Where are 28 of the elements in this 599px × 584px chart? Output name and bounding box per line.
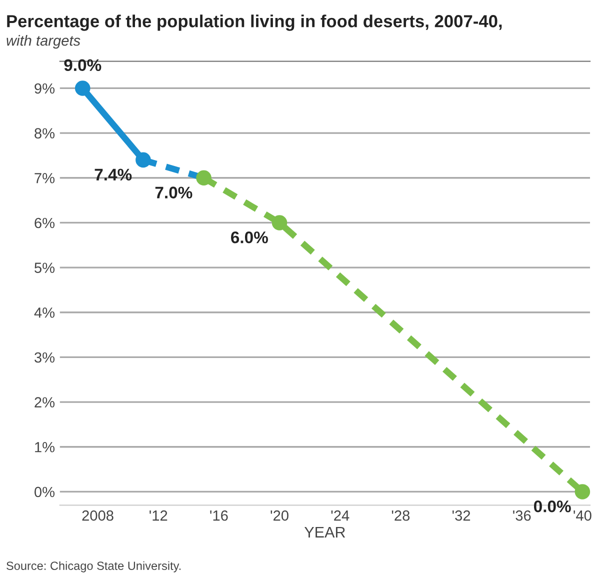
x-tick-label: '36 <box>513 510 531 521</box>
y-tick-label: 0% <box>34 486 55 498</box>
y-tick-label: 8% <box>34 128 55 138</box>
chart-subtitle: with targets <box>6 35 80 49</box>
x-tick-label: '24 <box>331 510 350 521</box>
y-tick-label: 9% <box>34 83 55 94</box>
x-tick-label: '32 <box>452 510 470 521</box>
y-tick-label: 5% <box>34 262 55 273</box>
data-label: 9.0% <box>64 59 102 72</box>
y-tick-label: 2% <box>34 397 55 408</box>
data-label: 7.0% <box>155 186 192 198</box>
x-tick-label: '12 <box>150 510 168 521</box>
x-tick-label: '20 <box>270 510 288 521</box>
chart-title: Percentage of the population living in food deserts, 2007-40, <box>7 14 502 31</box>
x-tick-label: 2008 <box>82 510 114 521</box>
y-tick-label: 7% <box>34 173 55 184</box>
y-tick-label: 4% <box>34 308 55 318</box>
x-tick-label: '28 <box>392 510 410 521</box>
data-label: 7.4% <box>94 168 132 180</box>
y-tick-label: 3% <box>34 352 55 363</box>
x-tick-label: '16 <box>210 510 228 521</box>
y-tick-label: 1% <box>35 442 55 452</box>
data-label: 6.0% <box>231 231 268 244</box>
data-label: 0.0% <box>534 500 571 512</box>
source-note: Source: Chicago State University. <box>6 561 181 572</box>
x-tick-label: '40 <box>574 510 592 521</box>
y-tick-label: 6% <box>34 218 55 228</box>
x-axis-title: YEAR <box>304 526 346 538</box>
